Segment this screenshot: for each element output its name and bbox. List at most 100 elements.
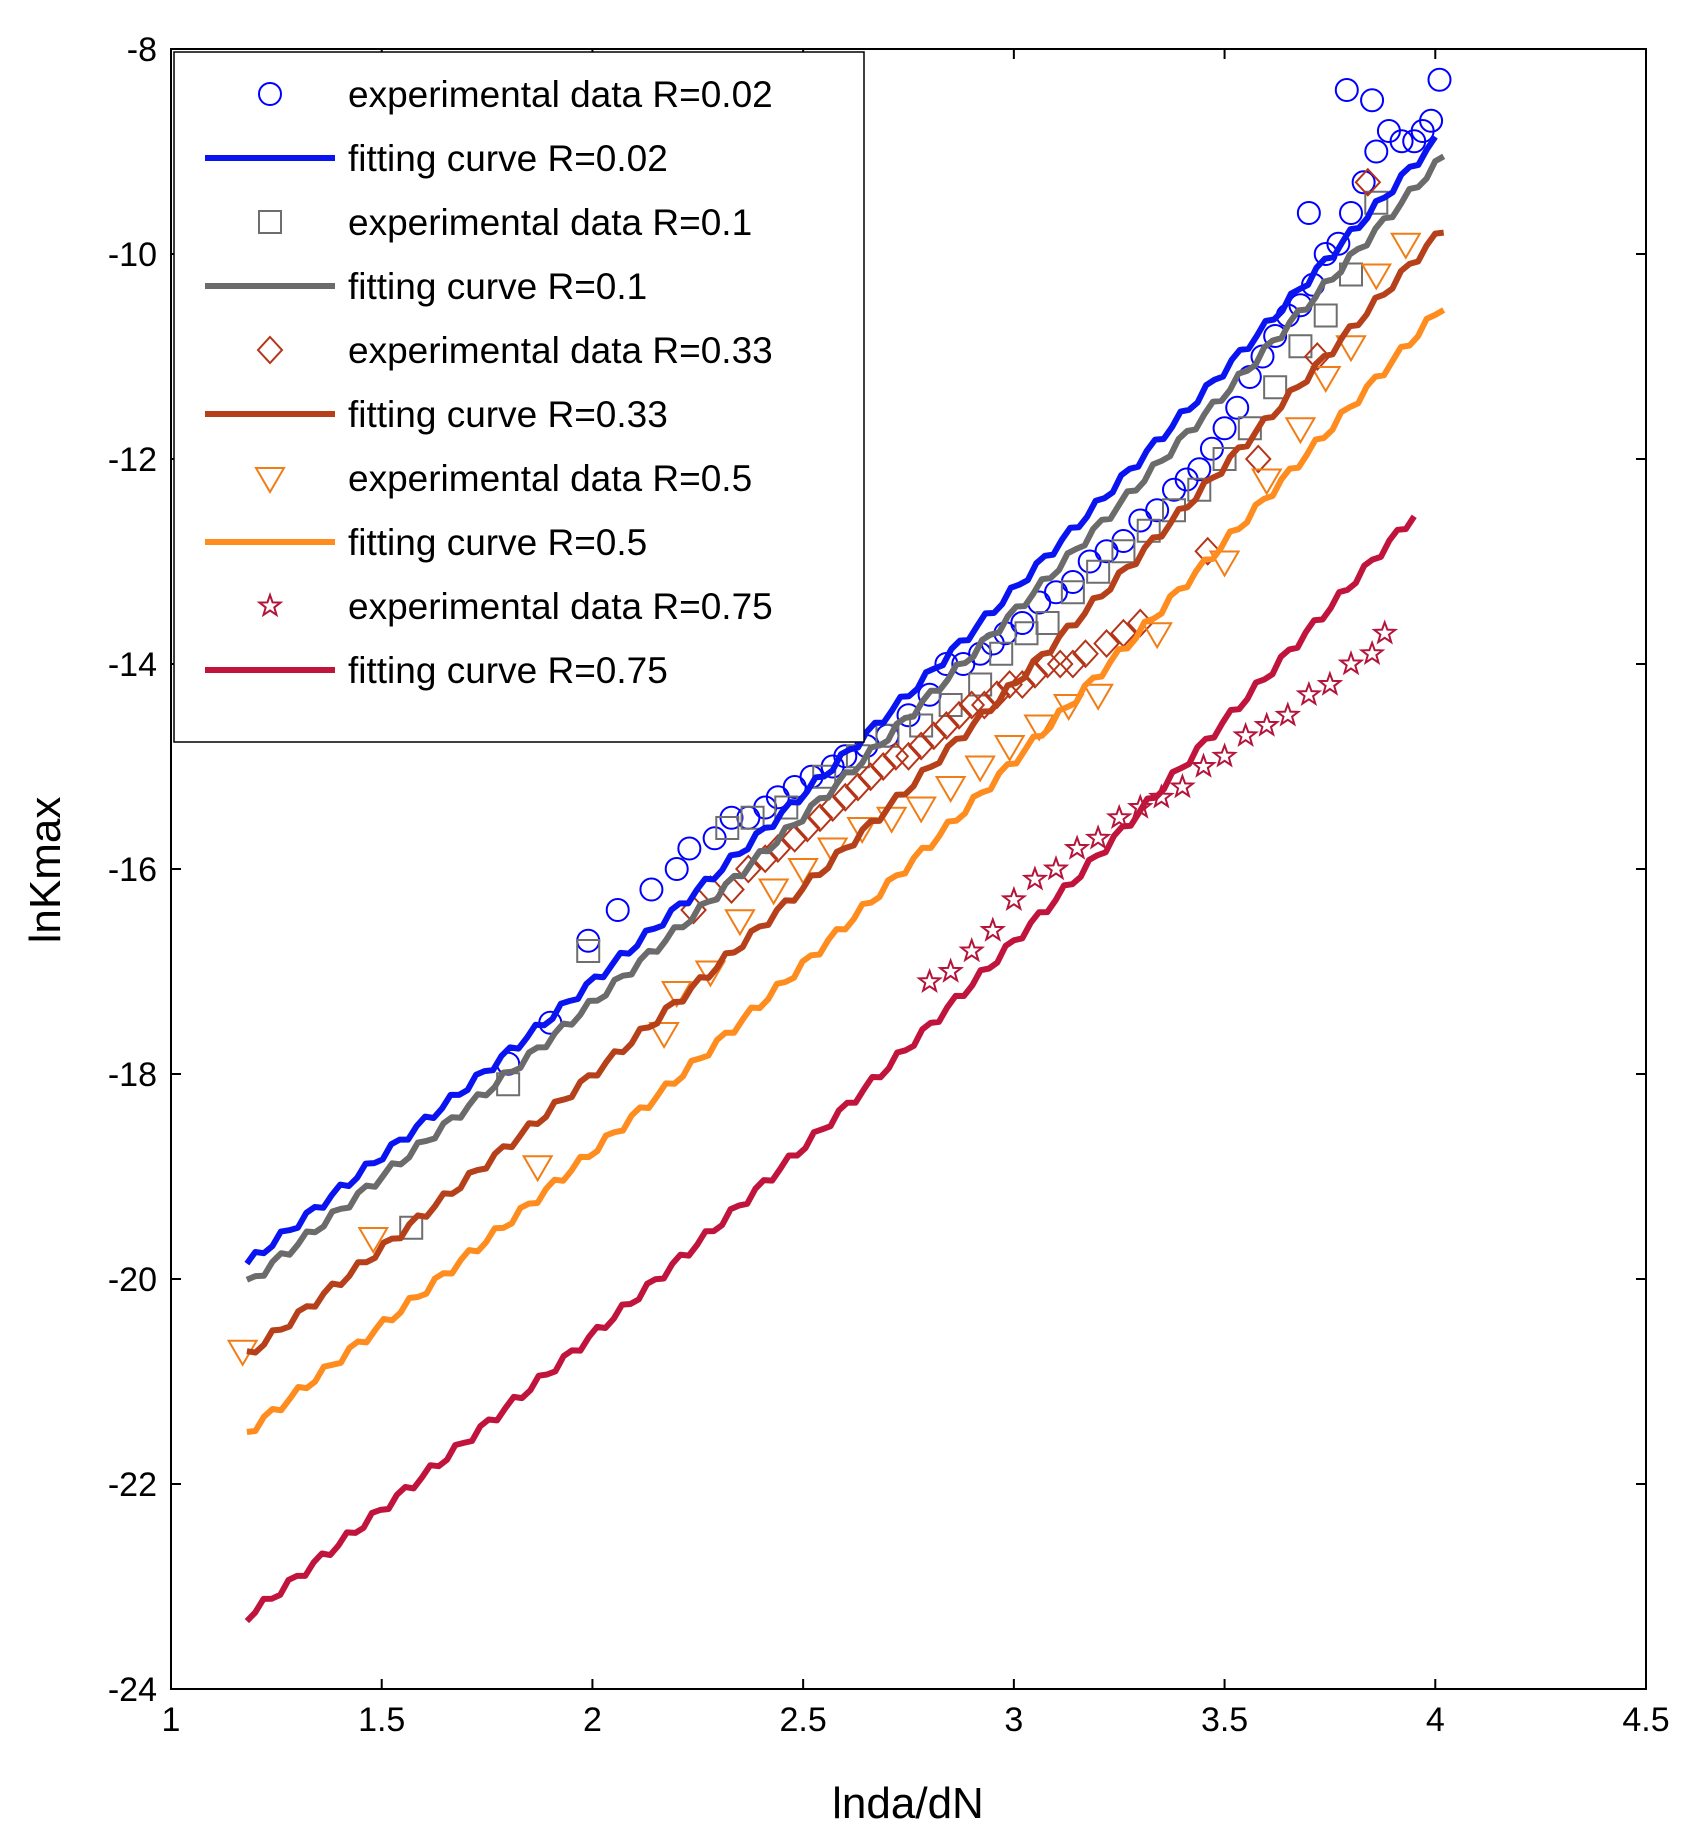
data-point (1253, 711, 1281, 737)
data-point (1084, 824, 1112, 850)
legend-label: fitting curve R=0.1 (348, 266, 647, 307)
data-point (1093, 629, 1120, 658)
data-point (1337, 649, 1365, 676)
data-point (764, 834, 792, 863)
data-point (1274, 701, 1301, 727)
data-point (970, 690, 998, 720)
data-point (979, 916, 1006, 942)
data-point (1232, 721, 1259, 748)
legend-label: fitting curve R=0.02 (348, 138, 668, 179)
data-point (1244, 444, 1272, 474)
x-tick-label: 3 (1004, 1701, 1023, 1739)
data-point (1190, 752, 1217, 778)
data-point (694, 960, 727, 988)
data-point (1360, 263, 1393, 291)
data-point (757, 878, 790, 906)
data-point (882, 741, 910, 771)
data-point (1364, 190, 1389, 215)
data-point (1288, 334, 1313, 359)
legend-label: fitting curve R=0.75 (348, 650, 668, 691)
x-tick-label: 1 (162, 1701, 181, 1739)
data-point (357, 1227, 390, 1254)
legend-item: experimental data R=0.75 (256, 586, 773, 627)
data-point (1316, 670, 1344, 696)
data-point (1339, 201, 1363, 225)
data-point (1309, 366, 1342, 393)
data-point (648, 1022, 680, 1049)
data-point (1060, 580, 1085, 605)
legend-item: experimental data R=0.33 (256, 330, 773, 371)
legend-item: experimental data R=0.1 (258, 202, 752, 243)
data-point (1419, 108, 1444, 133)
plot-area (226, 67, 1452, 1624)
y-tick-label: -8 (127, 31, 157, 69)
x-axis-label: lnda/dN (832, 1779, 984, 1828)
data-point (1354, 167, 1382, 197)
data-point (916, 967, 943, 993)
data-point (639, 877, 664, 902)
data-point (1063, 834, 1091, 860)
axes: 1 1.5 2 2.5 3 3.5 4 4.5 -8 -10 -12 -14 -16 -18 -20 -22 -… (108, 31, 1670, 1739)
data-point (846, 817, 878, 844)
y-tick-label: -14 (108, 646, 157, 684)
x-tick-label: 4.5 (1622, 1701, 1669, 1739)
legend-label: experimental data R=0.33 (348, 330, 773, 371)
x-tick-label: 1.5 (358, 1701, 405, 1739)
data-point (1194, 536, 1222, 566)
data-point (1295, 680, 1323, 706)
data-point (1313, 303, 1338, 328)
data-point (1427, 67, 1452, 92)
y-tick-label: -10 (108, 236, 157, 274)
data-point (1000, 885, 1028, 911)
data-point (1187, 457, 1212, 482)
legend-marker (258, 82, 282, 106)
legend-marker (258, 210, 282, 234)
data-point (774, 795, 799, 820)
data-point (920, 721, 948, 751)
data-point (576, 939, 601, 963)
data-point (819, 793, 847, 822)
legend-box (173, 51, 865, 743)
legend-label: fitting curve R=0.33 (348, 394, 668, 435)
data-point (934, 776, 967, 803)
data-point (857, 762, 884, 792)
data-point (1250, 468, 1283, 496)
data-point (715, 816, 740, 840)
data-point (1211, 742, 1238, 768)
data-point (1212, 416, 1237, 441)
data-point (1364, 139, 1389, 164)
data-point (958, 937, 986, 963)
data-point (1111, 539, 1136, 564)
x-tick-label: 2.5 (780, 1701, 827, 1739)
data-point (1008, 670, 1036, 699)
legend: experimental data R=0.02 fitting curve R=… (173, 51, 865, 743)
data-point (1145, 498, 1170, 523)
legend-item: fitting curve R=0.33 (205, 394, 668, 435)
data-point (1360, 88, 1385, 113)
data-point (1086, 559, 1111, 584)
data-point (958, 690, 986, 720)
data-point (933, 711, 960, 740)
data-point (937, 957, 964, 983)
fitting-curve (245, 153, 1446, 1283)
data-point (1390, 232, 1422, 260)
data-point (677, 836, 702, 861)
y-tick-label: -12 (108, 441, 157, 479)
data-point (1046, 649, 1074, 679)
legend-item: experimental data R=0.02 (258, 74, 773, 115)
data-point (1082, 683, 1114, 711)
y-tick-label: -20 (108, 1261, 157, 1299)
data-point (833, 744, 858, 769)
data-point (1042, 854, 1070, 881)
legend-label: fitting curve R=0.5 (348, 522, 647, 563)
data-point (869, 752, 897, 781)
fitting-curve (244, 514, 1417, 1624)
legend-label: experimental data R=0.5 (348, 458, 752, 499)
data-point (875, 723, 900, 748)
data-point (844, 772, 872, 802)
data-point (1389, 129, 1414, 154)
data-point (1371, 619, 1399, 645)
data-point (895, 741, 922, 771)
x-tick-label: 2 (583, 1701, 602, 1739)
